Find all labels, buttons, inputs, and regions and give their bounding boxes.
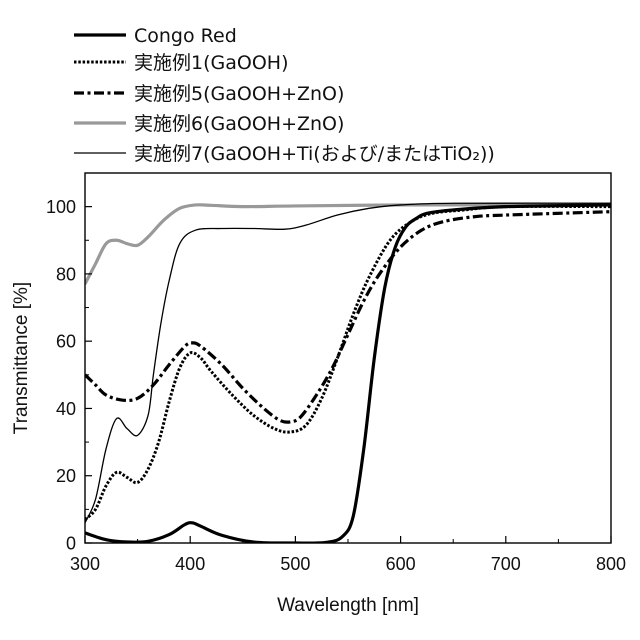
x-tick-label: 500: [280, 554, 310, 574]
series-line-4: [85, 204, 611, 284]
y-tick-label: 40: [56, 399, 76, 419]
y-tick-label: 0: [66, 534, 76, 554]
legend-label-4: 実施例6(GaOOH+ZnO): [134, 113, 344, 135]
x-tick-label: 600: [386, 554, 416, 574]
series-line-5: [85, 203, 611, 523]
y-tick-label: 60: [56, 332, 76, 352]
y-tick-label: 80: [56, 264, 76, 284]
x-tick-label: 800: [596, 554, 626, 574]
x-axis-label: Wavelength [nm]: [277, 595, 419, 616]
legend-label-3: 実施例5(GaOOH+ZnO): [134, 83, 344, 105]
legend-label-2: 実施例1(GaOOH): [134, 52, 288, 74]
plot-frame: [85, 173, 611, 543]
x-tick-label: 300: [70, 554, 100, 574]
axis-ticks: 300 400 500 600 700 800 0 20 40 60 80 100: [46, 197, 626, 574]
legend-label-5: 実施例7(GaOOH+Ti(および/またはTiO₂)): [134, 143, 495, 165]
series-line-3: [85, 212, 611, 423]
legend: Congo Red 実施例1(GaOOH) 実施例5(GaOOH+ZnO) 実施例6(…: [74, 25, 495, 165]
x-tick-label: 400: [175, 554, 205, 574]
x-tick-label: 700: [491, 554, 521, 574]
y-axis-label: Transmittance [%]: [11, 282, 32, 434]
y-tick-label: 100: [46, 197, 76, 217]
series-line-2: [85, 206, 611, 519]
legend-label-1: Congo Red: [134, 25, 237, 47]
series-line-1: [85, 205, 611, 543]
plot-series: [85, 203, 611, 543]
y-tick-label: 20: [56, 466, 76, 486]
